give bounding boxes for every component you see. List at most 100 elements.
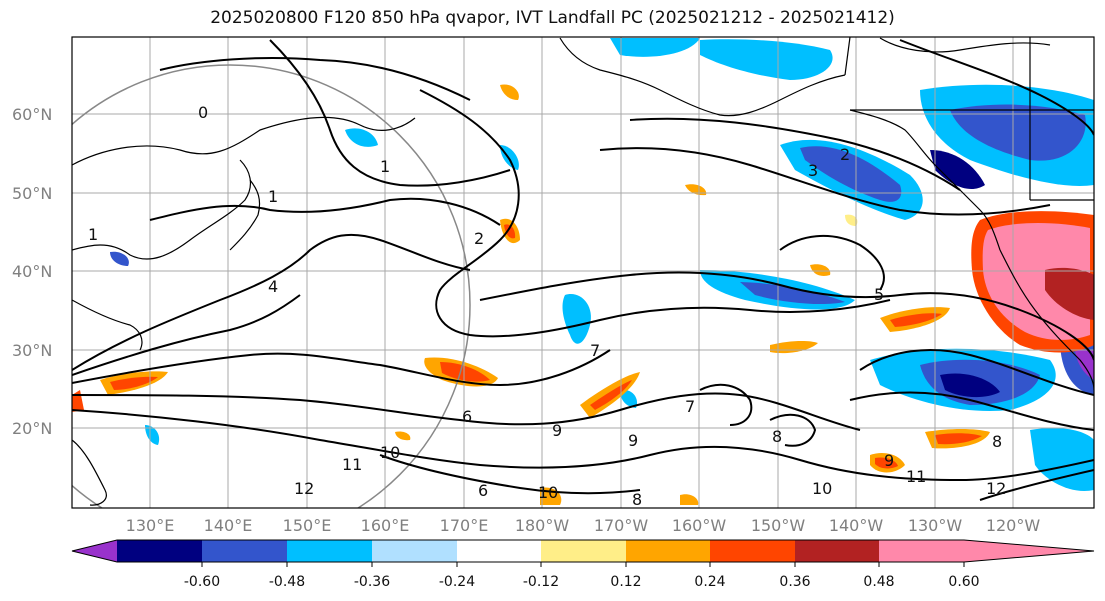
ivt-contours [72,39,1094,501]
contour-label: 4 [268,277,278,296]
contour-label: 10 [380,443,400,462]
colorbar-label: 0.48 [863,574,894,590]
contour-label: 7 [590,341,600,360]
colorbar-label: -0.12 [523,574,559,590]
colorbar-segment [795,540,879,562]
anomaly-patch [875,457,898,469]
map-background [72,37,1094,508]
contour-label: 9 [884,451,894,470]
anomaly-patch [685,184,707,196]
anomaly-patch [395,431,411,441]
anomaly-patch [700,39,833,80]
contour-label: 2 [474,229,484,248]
contour-label: 9 [552,421,562,440]
anomaly-patch [562,294,591,344]
anomaly-patch [500,84,519,100]
anomaly-patch [1045,267,1094,320]
contour-label: 1 [380,157,390,176]
anomaly-patch [740,282,845,305]
colorbar-segment [202,540,287,562]
landfall-circle [72,64,471,508]
colorbar-extend-low [72,540,117,562]
colorbar-segment [879,540,964,562]
anomaly-patch [845,214,858,226]
anomaly-patch [810,264,831,276]
anomaly-patch [610,38,700,57]
anomaly-patch [950,104,1086,161]
colorbar-segment [710,540,795,562]
colorbar-label: 0.12 [610,574,641,590]
contour-label: 5 [874,285,884,304]
lat-label-group: 60°N 50°N 40°N 30°N 20°N [12,105,52,438]
lon-label: 150°W [751,516,806,535]
colorbar-label: 0.36 [779,574,810,590]
contour-label: 0 [198,103,208,122]
lon-label: 170°W [594,516,649,535]
colorbar: -0.60 -0.48 -0.36 -0.24 -0.12 0.12 0.24 … [71,539,1095,590]
contour-label: 8 [772,427,782,446]
lon-label: 140°W [829,516,884,535]
contour-label: 6 [462,407,472,426]
anomaly-patch [680,494,699,505]
contour-label: 6 [478,481,488,500]
colorbar-labels: -0.60 -0.48 -0.36 -0.24 -0.12 0.12 0.24 … [184,574,980,590]
lon-label: 130°W [908,516,963,535]
colorbar-ticks [201,562,965,567]
map-title: 2025020800 F120 850 hPa qvapor, IVT Land… [210,8,895,28]
lat-label: 40°N [12,262,52,281]
contour-label: 11 [342,455,362,474]
colorbar-label: 0.24 [694,574,725,590]
lat-label: 50°N [12,184,52,203]
lat-label: 60°N [12,105,52,124]
contour-label: 12 [986,479,1006,498]
anomaly-patch [504,224,516,239]
colorbar-outline [71,539,1095,563]
anomaly-patch [930,150,985,190]
anomaly-patch [1030,428,1094,491]
colorbar-segment [287,540,372,562]
lon-label: 130°E [126,516,175,535]
lon-label: 160°W [672,516,727,535]
anomaly-patch [800,146,902,202]
contour-label: 10 [538,483,558,502]
colorbar-extend-high [964,540,1094,562]
colorbar-segment [117,540,202,562]
contour-label: 1 [268,187,278,206]
colorbar-label: -0.24 [439,574,475,590]
contour-label: 1 [88,225,98,244]
anomaly-patch [145,425,160,445]
anomaly-patch [110,251,129,266]
colorbar-segment [626,540,710,562]
colorbar-segment [457,540,541,562]
anomaly-patch [620,389,638,408]
anomaly-patch [935,433,982,445]
lon-label: 150°E [283,516,332,535]
coastlines [72,37,1094,506]
contour-label-group: 0 1 1 1 2 2 3 4 5 6 6 7 7 8 8 8 9 9 9 10… [88,103,1006,509]
anomaly-patch [890,313,942,327]
lat-label: 20°N [12,419,52,438]
anomaly-patch [345,128,378,147]
lon-label: 170°E [440,516,489,535]
anomaly-patch [110,376,158,390]
contour-label: 8 [992,432,1002,451]
colorbar-label: 0.60 [948,574,979,590]
lon-label-group: 130°E 140°E 150°E 160°E 170°E 180°W 170°… [126,516,1041,535]
contour-label: 3 [808,161,818,180]
graticule [72,37,1094,508]
contour-label: 11 [906,467,926,486]
lon-label: 180°W [515,516,570,535]
colorbar-label: -0.48 [269,574,305,590]
anomaly-patch [982,223,1090,340]
lon-label: 160°E [361,516,410,535]
contour-label: 7 [685,397,695,416]
contour-label: 2 [840,145,850,164]
contour-label: 8 [632,490,642,509]
anomaly-patch [440,362,490,382]
colorbar-segment [372,540,457,562]
lon-label: 120°W [986,516,1041,535]
anomaly-patch [940,373,1000,398]
contour-label: 9 [628,431,638,450]
contour-label: 10 [812,479,832,498]
